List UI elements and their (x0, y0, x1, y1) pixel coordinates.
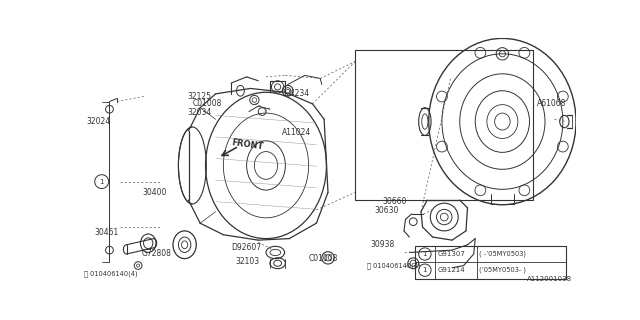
Text: 32024: 32024 (86, 117, 110, 126)
Text: 30660: 30660 (382, 197, 406, 206)
Bar (355, 50, 533, 200)
Text: 30630: 30630 (374, 206, 399, 215)
Text: (’05MY0503- ): (’05MY0503- ) (479, 267, 526, 273)
Text: G91214: G91214 (438, 267, 466, 273)
Text: D92607: D92607 (231, 243, 261, 252)
Text: Ⓑ 010406140(4): Ⓑ 010406140(4) (367, 262, 420, 269)
Text: G91307: G91307 (438, 251, 466, 257)
Text: Ⓑ 010406140(4): Ⓑ 010406140(4) (84, 270, 138, 276)
Text: ( -’05MY0503): ( -’05MY0503) (479, 251, 526, 257)
Text: 32125: 32125 (187, 92, 211, 101)
Text: 30461: 30461 (94, 228, 118, 237)
Text: C01008: C01008 (308, 254, 338, 263)
Text: C01008: C01008 (193, 99, 221, 108)
Bar (415, 246, 566, 279)
Text: 30400: 30400 (142, 188, 166, 197)
Text: 32103: 32103 (235, 257, 259, 266)
Text: 32034: 32034 (187, 108, 211, 117)
Text: 1: 1 (99, 180, 104, 185)
Text: A61068: A61068 (537, 99, 566, 108)
Text: FRONT: FRONT (230, 138, 264, 151)
Text: G72808: G72808 (142, 250, 172, 259)
Text: 24234: 24234 (285, 89, 310, 98)
Text: 1: 1 (422, 251, 427, 257)
Text: 30938: 30938 (371, 240, 395, 249)
Text: A11024: A11024 (282, 128, 311, 137)
Text: 1: 1 (422, 267, 427, 273)
Text: A112001038: A112001038 (527, 276, 572, 282)
